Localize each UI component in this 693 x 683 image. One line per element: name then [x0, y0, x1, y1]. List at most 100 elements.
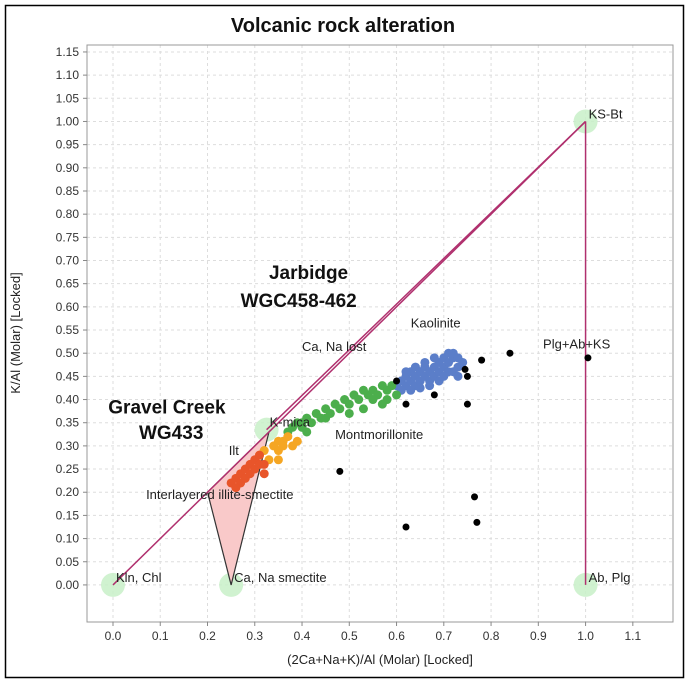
bold-annotation: Gravel Creek — [108, 397, 226, 418]
chart-title: Volcanic rock alteration — [231, 15, 455, 37]
x-tick-label: 0.7 — [435, 629, 452, 643]
y-tick-label: 1.00 — [56, 114, 80, 128]
x-tick-label: 0.3 — [246, 629, 263, 643]
x-axis-label: (2Ca+Na+K)/Al (Molar) [Locked] — [287, 652, 473, 667]
y-tick-label: 0.75 — [56, 230, 80, 244]
bold-annotation: WG433 — [139, 423, 203, 444]
data-point-other — [506, 349, 514, 357]
data-point-kaolinite — [420, 357, 430, 367]
annotation: Montmorillonite — [335, 427, 423, 442]
x-tick-label: 0.5 — [341, 629, 358, 643]
x-tick-label: 1.1 — [624, 629, 641, 643]
data-point-interlayered — [254, 450, 264, 460]
y-tick-label: 0.95 — [56, 138, 80, 152]
data-point-kaolinite — [444, 348, 454, 358]
data-point-kaolinite — [425, 381, 435, 391]
data-point-kaolinite — [458, 357, 468, 367]
data-point-kaolinite — [410, 362, 420, 372]
data-point-montmorillonite — [354, 395, 364, 405]
data-point-montmorillonite — [377, 399, 387, 409]
y-tick-label: 0.00 — [56, 578, 80, 592]
marks: Kln, Chl Ca, Na smectite Ab, Plg KS-Bt K-mic… — [100, 106, 631, 597]
node-label: Kln, Chl — [116, 570, 162, 585]
y-tick-label: 1.05 — [56, 91, 80, 105]
data-point-other — [473, 518, 481, 526]
data-point-other — [463, 372, 471, 380]
y-tick-label: 0.55 — [56, 323, 80, 337]
data-point-illite — [292, 436, 302, 446]
y-tick-label: 0.60 — [56, 300, 80, 314]
x-tick-label: 0.1 — [152, 629, 169, 643]
annotation: Ca, Na lost — [302, 339, 367, 354]
reference-line — [112, 120, 587, 586]
plot-area — [86, 44, 674, 623]
y-tick-label: 0.30 — [56, 439, 80, 453]
x-tick-label: 0.9 — [530, 629, 547, 643]
data-point-other — [584, 354, 592, 362]
y-tick-label: 0.35 — [56, 416, 80, 430]
data-point-kaolinite — [406, 385, 416, 395]
bold-annotation: Jarbidge — [269, 263, 348, 284]
y-tick-label: 0.85 — [56, 184, 80, 198]
grid — [87, 45, 673, 622]
y-tick-label: 0.20 — [56, 485, 80, 499]
y-tick-label: 1.10 — [56, 68, 80, 82]
x-tick-label: 0.8 — [483, 629, 500, 643]
data-point-montmorillonite — [302, 427, 312, 437]
data-point-other — [461, 365, 469, 373]
y-axis-label: K/Al (Molar) [Locked] — [8, 272, 23, 393]
data-point-montmorillonite — [335, 404, 345, 414]
data-point-interlayered — [231, 483, 241, 493]
data-point-other — [478, 356, 486, 364]
annotation: Interlayered illite-smectite — [146, 487, 293, 502]
data-point-other — [463, 400, 471, 408]
annotation: Ilt — [229, 443, 240, 458]
x-tick-label: 0.0 — [105, 629, 122, 643]
data-point-other — [393, 377, 401, 385]
node-label: KS-Bt — [589, 106, 623, 121]
data-point-montmorillonite — [373, 390, 383, 400]
y-tick-label: 0.65 — [56, 277, 80, 291]
data-point-other — [402, 400, 410, 408]
data-point-montmorillonite — [321, 413, 331, 423]
ticks: 0.0 0.1 0.2 0.3 0.4 0.5 0.6 0.7 0.8 0.9 1.0 1.1 0.00… — [56, 45, 642, 643]
data-point-kaolinite — [401, 367, 411, 377]
annotation: Kaolinite — [411, 316, 461, 331]
node-label: K-mica — [270, 415, 311, 430]
y-tick-label: 0.90 — [56, 161, 80, 175]
y-tick-label: 0.15 — [56, 508, 80, 522]
annotation: Plg+Ab+KS — [543, 337, 611, 352]
node-label: Ab, Plg — [589, 570, 631, 585]
y-tick-label: 0.45 — [56, 369, 80, 383]
y-tick-label: 0.25 — [56, 462, 80, 476]
data-point-other — [430, 391, 438, 399]
x-tick-label: 1.0 — [577, 629, 594, 643]
data-point-interlayered — [254, 459, 264, 469]
reference-line — [266, 120, 587, 431]
x-tick-label: 0.4 — [294, 629, 311, 643]
data-point-montmorillonite — [358, 385, 368, 395]
data-point-other — [402, 523, 410, 531]
y-tick-label: 1.15 — [56, 45, 80, 59]
y-tick-label: 0.10 — [56, 532, 80, 546]
data-point-other — [471, 493, 479, 501]
data-point-kaolinite — [415, 383, 425, 393]
y-tick-label: 0.80 — [56, 207, 80, 221]
data-point-illite — [278, 441, 288, 451]
x-tick-label: 0.6 — [388, 629, 405, 643]
data-point-montmorillonite — [344, 399, 354, 409]
x-tick-label: 0.2 — [199, 629, 216, 643]
data-point-illite — [273, 455, 283, 465]
data-point-montmorillonite — [358, 404, 368, 414]
data-point-montmorillonite — [392, 390, 402, 400]
y-tick-label: 0.05 — [56, 555, 80, 569]
data-point-montmorillonite — [344, 408, 354, 418]
node-label: Ca, Na smectite — [234, 570, 326, 585]
data-point-other — [336, 467, 344, 475]
y-tick-label: 0.70 — [56, 254, 80, 268]
data-point-kaolinite — [439, 371, 449, 381]
data-point-illite — [283, 432, 293, 442]
y-tick-label: 0.40 — [56, 393, 80, 407]
data-point-kaolinite — [429, 353, 439, 363]
